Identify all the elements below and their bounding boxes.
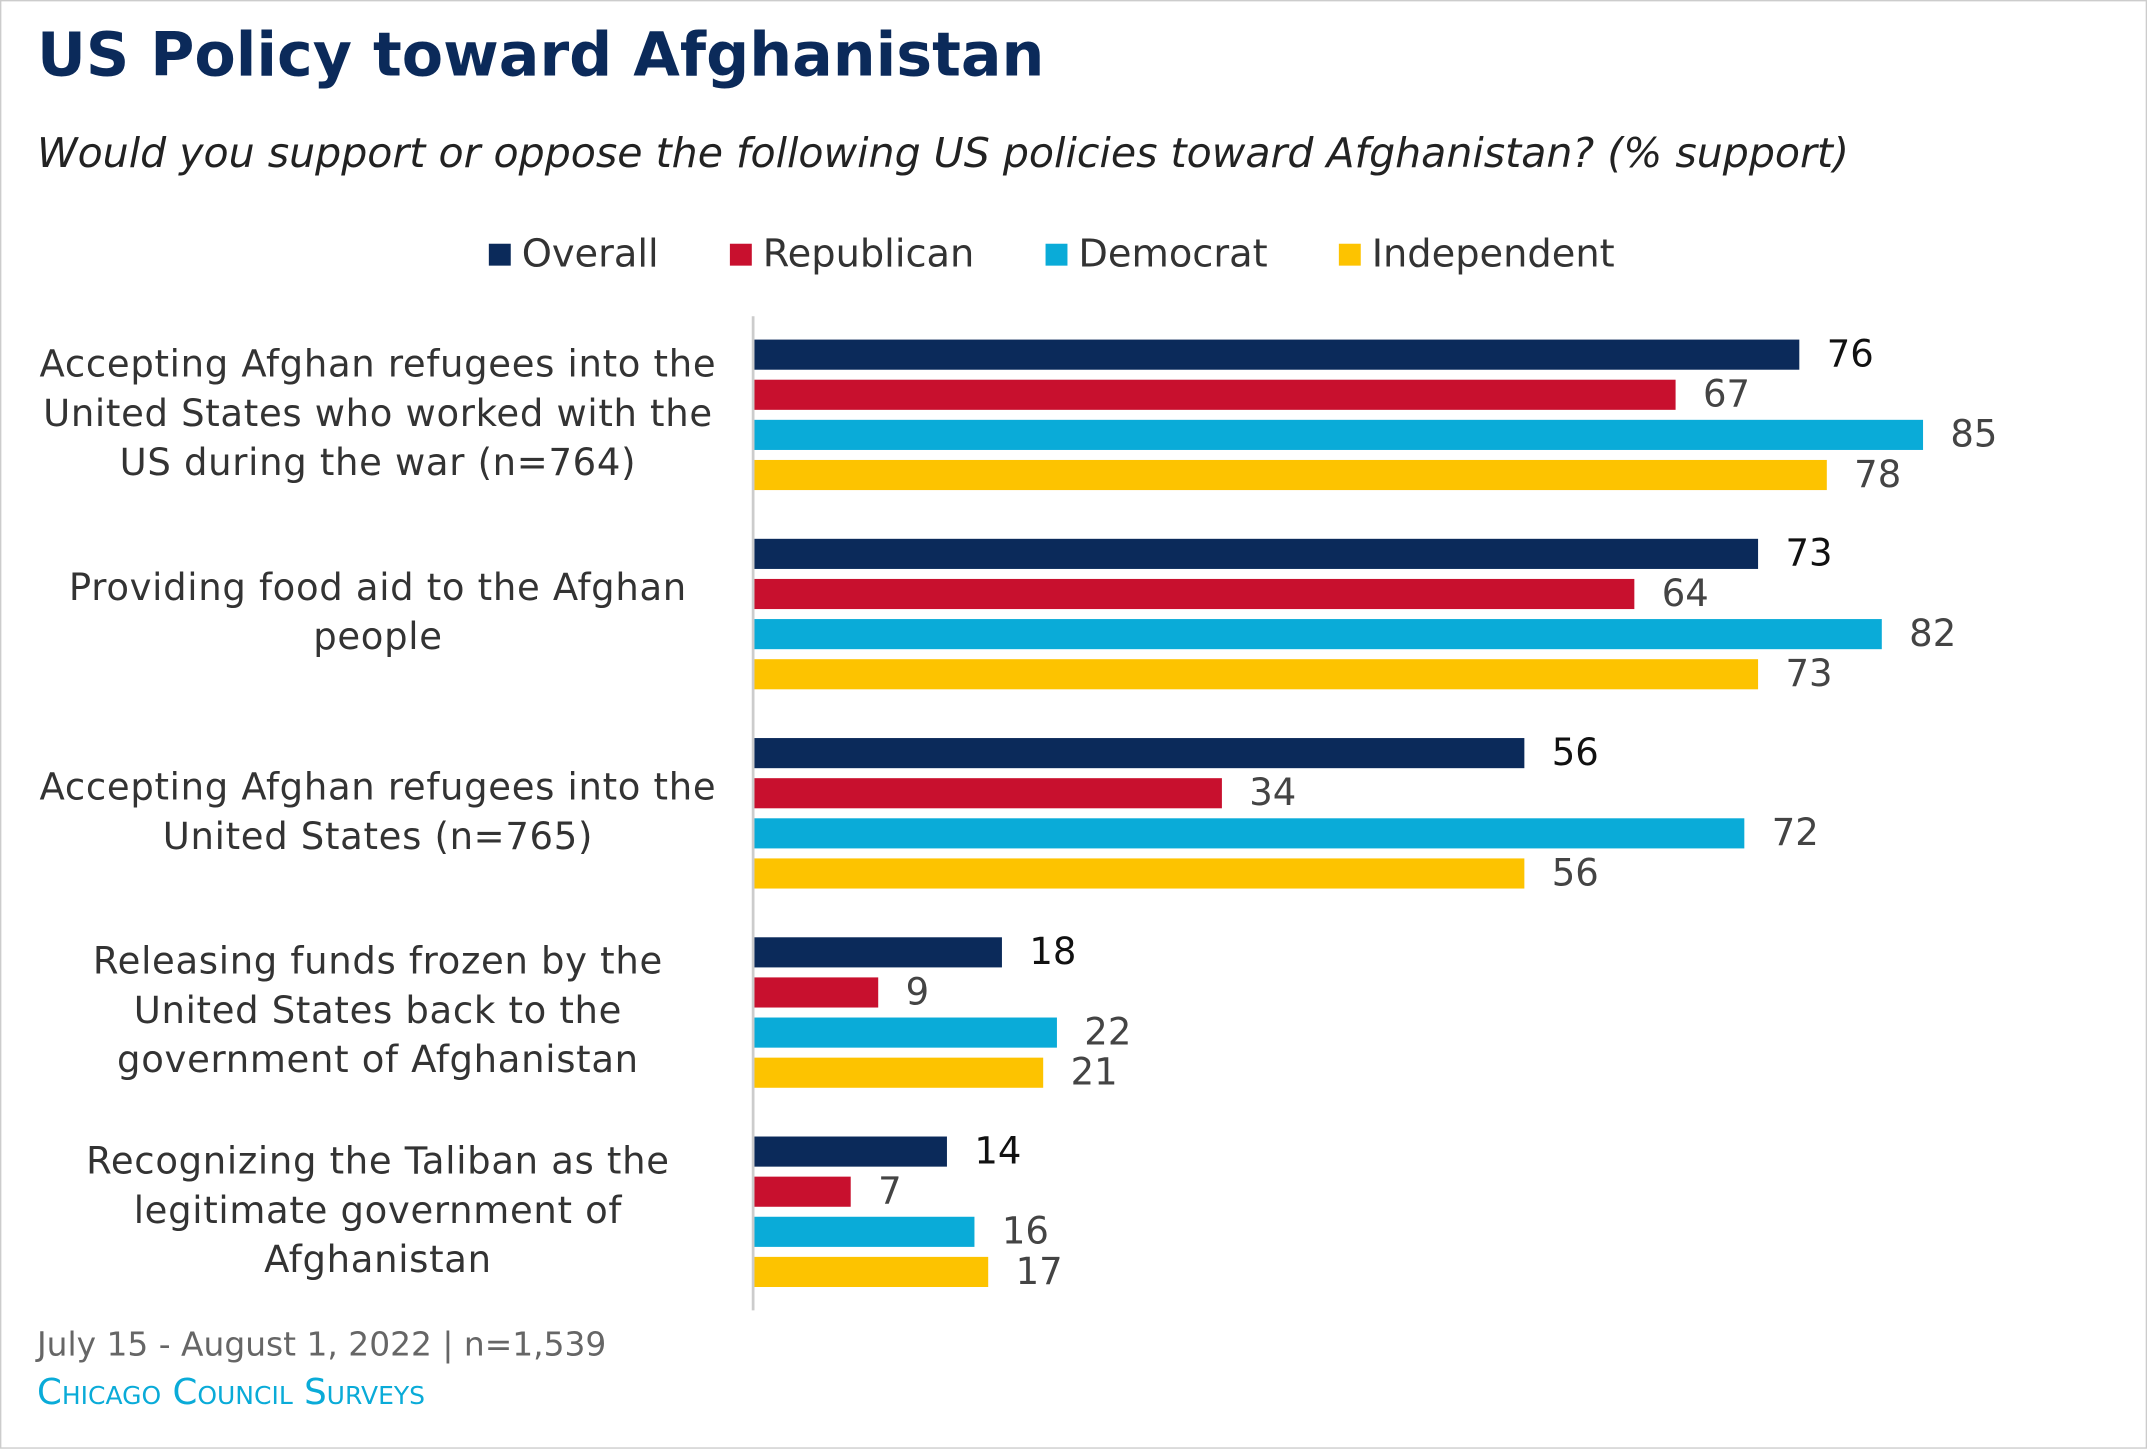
bar <box>754 1057 1044 1088</box>
value-label: 17 <box>1016 1250 1063 1293</box>
value-label: 56 <box>1552 731 1599 774</box>
legend-swatch <box>1338 243 1361 266</box>
value-label: 7 <box>878 1170 902 1213</box>
bar <box>754 339 1800 370</box>
bar <box>754 977 879 1008</box>
value-label: 85 <box>1950 413 1997 456</box>
bar <box>754 858 1525 889</box>
bar <box>754 1017 1057 1048</box>
legend-label: Independent <box>1372 232 1615 277</box>
category-label: Providing food aid to the Afghan people <box>68 567 687 660</box>
legend-label: Republican <box>763 232 975 277</box>
bar <box>754 619 1882 650</box>
value-label: 78 <box>1854 453 1901 496</box>
legend-label: Democrat <box>1078 232 1267 277</box>
value-label: 76 <box>1827 333 1874 376</box>
chart-title: US Policy toward Afghanistan <box>37 20 1044 90</box>
bar <box>754 538 1759 569</box>
bar <box>754 818 1745 849</box>
bar <box>754 419 1924 450</box>
bar <box>754 937 1002 968</box>
value-label: 67 <box>1703 373 1750 416</box>
bar <box>754 1256 989 1288</box>
value-label: 73 <box>1785 532 1832 575</box>
value-label: 9 <box>906 970 930 1013</box>
value-label: 34 <box>1249 771 1296 814</box>
legend-swatch <box>729 243 752 266</box>
category-label: Accepting Afghan refugees into the Unite… <box>39 766 717 859</box>
value-label: 21 <box>1071 1051 1118 1094</box>
value-label: 73 <box>1785 652 1832 695</box>
value-label: 64 <box>1662 572 1709 615</box>
bar <box>754 659 1759 690</box>
bar <box>754 578 1635 610</box>
value-label: 22 <box>1084 1010 1131 1053</box>
value-label: 16 <box>1002 1210 1049 1253</box>
value-label: 14 <box>974 1129 1021 1172</box>
category-label: Accepting Afghan refugees into the Unite… <box>39 343 717 485</box>
legend-swatch <box>488 243 511 266</box>
category-label: Releasing funds frozen by the United Sta… <box>92 941 663 1083</box>
legend-swatch <box>1045 243 1068 266</box>
category-label: Recognizing the Taliban as the legitimat… <box>86 1140 670 1282</box>
value-label: 56 <box>1552 851 1599 894</box>
bar <box>754 379 1676 410</box>
value-label: 82 <box>1909 612 1956 655</box>
bar <box>754 778 1222 809</box>
value-label: 72 <box>1772 811 1819 854</box>
bar <box>754 1216 975 1247</box>
source: Chicago Council Surveys <box>37 1372 425 1413</box>
bar <box>754 738 1525 769</box>
bar <box>754 1136 947 1167</box>
legend-label: Overall <box>522 232 659 277</box>
chart-subtitle: Would you support or oppose the followin… <box>37 129 1849 177</box>
bar <box>754 459 1827 491</box>
value-label: 18 <box>1029 930 1076 973</box>
bar <box>754 1176 851 1207</box>
note: July 15 - August 1, 2022 | n=1,539 <box>35 1325 606 1364</box>
